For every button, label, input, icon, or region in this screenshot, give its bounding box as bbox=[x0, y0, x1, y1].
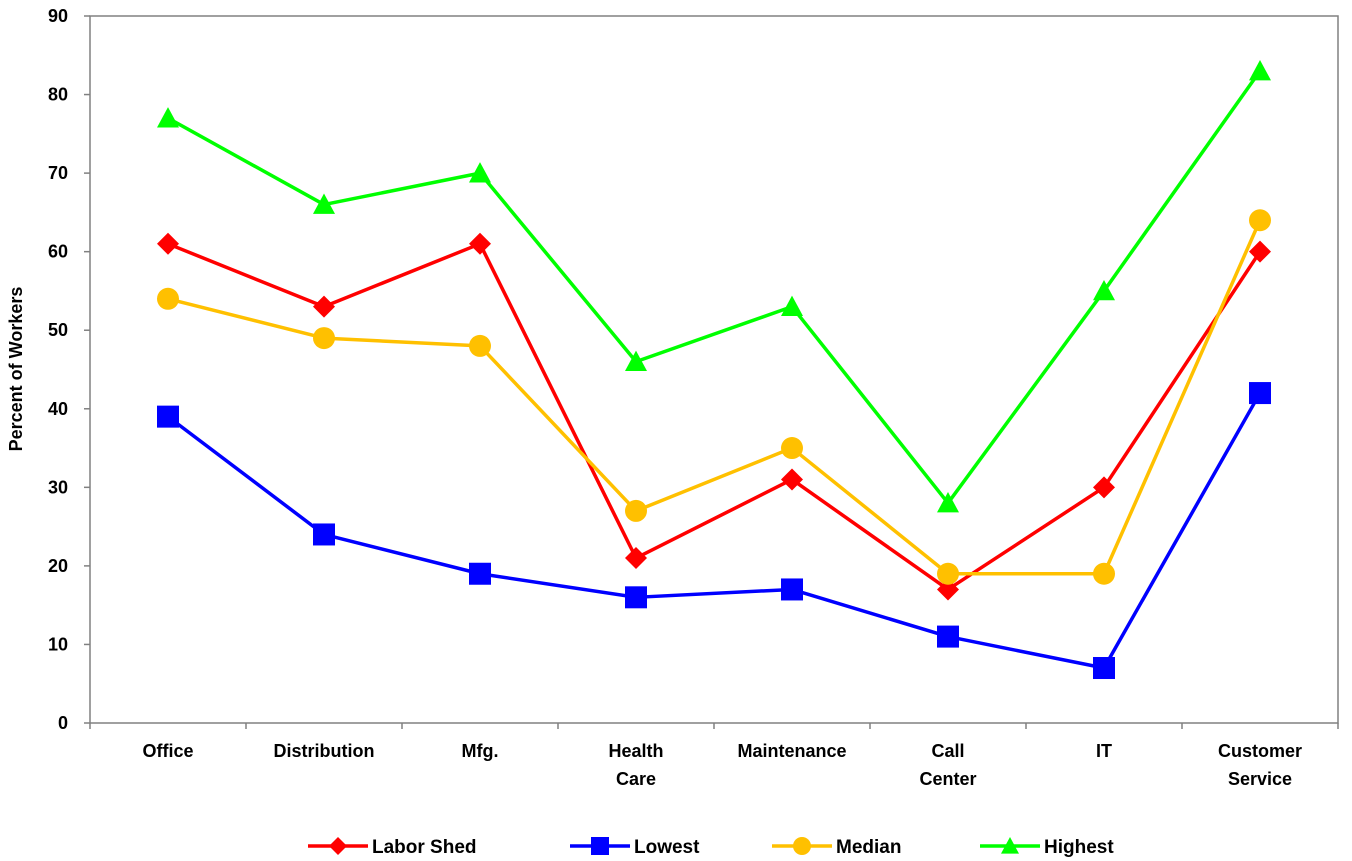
data-point-circle bbox=[625, 499, 647, 522]
series-line bbox=[167, 69, 1262, 505]
x-tick-label: Center bbox=[919, 769, 976, 789]
series-line bbox=[167, 242, 1262, 592]
series-line bbox=[166, 392, 1262, 670]
data-point-circle bbox=[313, 327, 335, 350]
x-tick-label: Customer bbox=[1218, 741, 1302, 761]
data-point-diamond bbox=[625, 547, 647, 570]
y-tick-label: 70 bbox=[48, 163, 68, 183]
data-point-square bbox=[591, 837, 609, 855]
y-tick-label: 10 bbox=[48, 634, 68, 654]
series-group bbox=[157, 59, 1271, 680]
data-point-triangle bbox=[1093, 279, 1115, 301]
data-point-diamond bbox=[329, 837, 347, 855]
data-point-diamond bbox=[157, 232, 179, 255]
data-point-square bbox=[1093, 657, 1115, 680]
data-point-triangle bbox=[937, 492, 959, 513]
data-point-triangle bbox=[1001, 837, 1019, 854]
x-tick-label: Service bbox=[1228, 769, 1292, 789]
y-tick-label: 40 bbox=[48, 399, 68, 419]
data-point-circle bbox=[1249, 209, 1271, 232]
y-axis-title: Percent of Workers bbox=[6, 287, 26, 452]
x-tick-label: Maintenance bbox=[737, 741, 846, 761]
legend-label: Lowest bbox=[634, 837, 700, 858]
data-point-square bbox=[781, 578, 803, 601]
x-tick-label: Call bbox=[931, 741, 964, 761]
y-tick-label: 30 bbox=[48, 477, 68, 497]
data-point-triangle bbox=[313, 193, 335, 214]
data-point-triangle bbox=[781, 295, 803, 317]
data-point-circle bbox=[1093, 562, 1115, 585]
data-point-circle bbox=[781, 437, 803, 460]
x-tick-label: Mfg. bbox=[462, 741, 499, 761]
y-tick-label: 60 bbox=[48, 242, 68, 262]
x-tick-label: Health bbox=[608, 741, 663, 761]
y-tick-label: 20 bbox=[48, 556, 68, 576]
data-point-triangle bbox=[625, 350, 647, 371]
y-tick-label: 0 bbox=[58, 713, 68, 733]
data-point-diamond bbox=[469, 232, 491, 255]
y-axis: 0 10 20 30 40 50 60 70 80 90 bbox=[48, 6, 90, 733]
legend-label: Highest bbox=[1044, 837, 1114, 858]
data-point-triangle bbox=[469, 162, 491, 183]
x-tick-label: IT bbox=[1096, 741, 1112, 761]
data-point-square bbox=[313, 523, 335, 546]
data-point-triangle bbox=[1249, 59, 1271, 81]
series-line bbox=[167, 219, 1262, 576]
data-point-diamond bbox=[313, 295, 335, 318]
y-tick-label: 80 bbox=[48, 85, 68, 105]
data-point-square bbox=[157, 405, 179, 428]
legend-label: Median bbox=[836, 837, 901, 858]
plot-area bbox=[89, 15, 1339, 724]
data-point-diamond bbox=[1249, 240, 1271, 263]
data-point-square bbox=[937, 625, 959, 648]
y-tick-label: 50 bbox=[48, 320, 68, 340]
data-point-diamond bbox=[1093, 476, 1115, 499]
data-point-square bbox=[625, 586, 647, 609]
data-point-square bbox=[1249, 382, 1271, 405]
x-axis: Office Distribution Mfg. Health Care Maintena… bbox=[89, 723, 1339, 789]
x-tick-label: Office bbox=[142, 741, 193, 761]
data-point-circle bbox=[793, 837, 811, 855]
data-point-circle bbox=[157, 287, 179, 310]
x-tick-label: Distribution bbox=[274, 741, 375, 761]
data-point-triangle bbox=[157, 107, 179, 128]
y-tick-label: 90 bbox=[48, 6, 68, 26]
data-point-circle bbox=[469, 334, 491, 357]
legend: Labor Shed Lowest Median Highest bbox=[308, 837, 1114, 858]
data-point-square bbox=[469, 562, 491, 585]
data-point-circle bbox=[937, 562, 959, 585]
x-tick-label: Care bbox=[616, 769, 656, 789]
data-point-diamond bbox=[781, 468, 803, 491]
data-point-diamond bbox=[937, 578, 959, 601]
legend-label: Labor Shed bbox=[372, 837, 477, 858]
